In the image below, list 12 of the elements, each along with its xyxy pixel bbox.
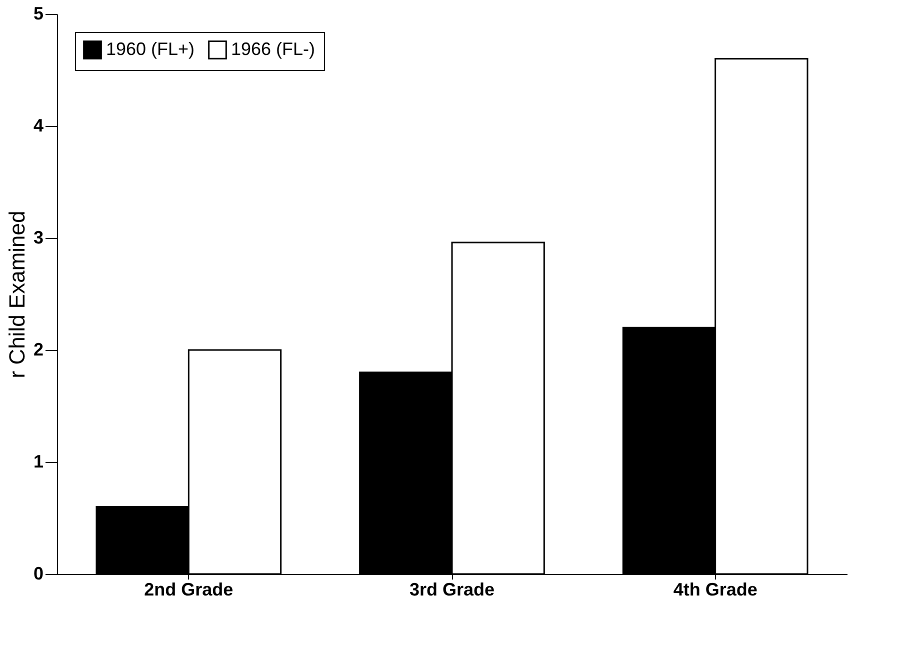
x-tick-label: 3rd Grade [409, 580, 495, 600]
legend-label: 1960 (FL+) [106, 38, 195, 59]
y-tick-label: 5 [33, 4, 44, 24]
y-tick-label: 1 [33, 452, 44, 472]
legend-label: 1966 (FL-) [231, 38, 316, 59]
y-tick-label: 3 [33, 228, 44, 248]
y-axis-title: r Child Examined [4, 210, 30, 378]
y-tick-label: 2 [33, 340, 44, 360]
y-tick-label: 4 [33, 116, 44, 136]
x-tick-label: 2nd Grade [144, 580, 234, 600]
x-tick-label: 4th Grade [673, 580, 758, 600]
y-tick-label: 0 [33, 564, 44, 584]
